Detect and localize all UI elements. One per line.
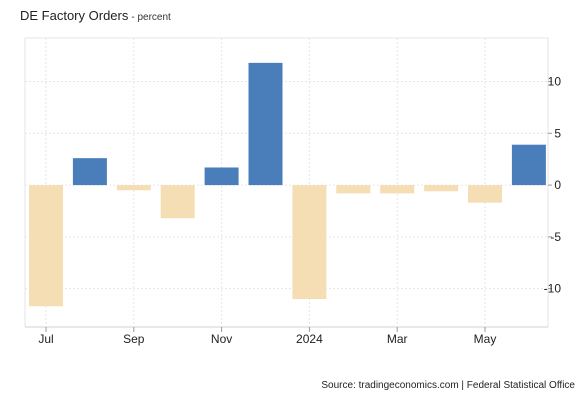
source-note: Source: tradingeconomics.com | Federal S… [321,380,575,391]
x-tick-label: Jul [38,332,53,346]
x-tick-label: Nov [211,332,232,346]
chart-title-main: DE Factory Orders [20,8,129,23]
bar-2024-05 [468,185,502,203]
x-tick-label: Sep [123,332,145,346]
x-tick-label: 2024 [296,332,323,346]
y-tick-label: 5 [554,126,561,140]
bar-2023-12 [248,62,283,186]
x-tick-label: May [474,332,497,346]
bar-2024-02 [336,185,371,194]
y-tick-label: 10 [548,75,562,89]
x-axis-ticks: Jul Sep Nov 2024 Mar May [38,327,496,346]
chart-title-unit: - percent [131,12,171,23]
bars [29,62,546,307]
y-tick-label: -10 [544,282,562,296]
bar-2024-01 [292,185,327,300]
bar-2023-10 [160,185,195,219]
bar-2023-09 [116,185,151,191]
bar-2023-08 [72,158,107,186]
y-tick-label: 0 [554,178,561,192]
chart-title: DE Factory Orders - percent [20,8,171,23]
x-tick-label: Mar [387,332,408,346]
bar-2024-04 [424,185,459,192]
bar-2023-11 [204,167,239,186]
y-axis-ticks: 10 5 0 -5 -10 [544,75,562,296]
bar-2024-03 [380,185,415,194]
bar-2023-07 [29,185,63,307]
bar-2024-06 [511,144,546,186]
y-tick-label: -5 [550,230,561,244]
